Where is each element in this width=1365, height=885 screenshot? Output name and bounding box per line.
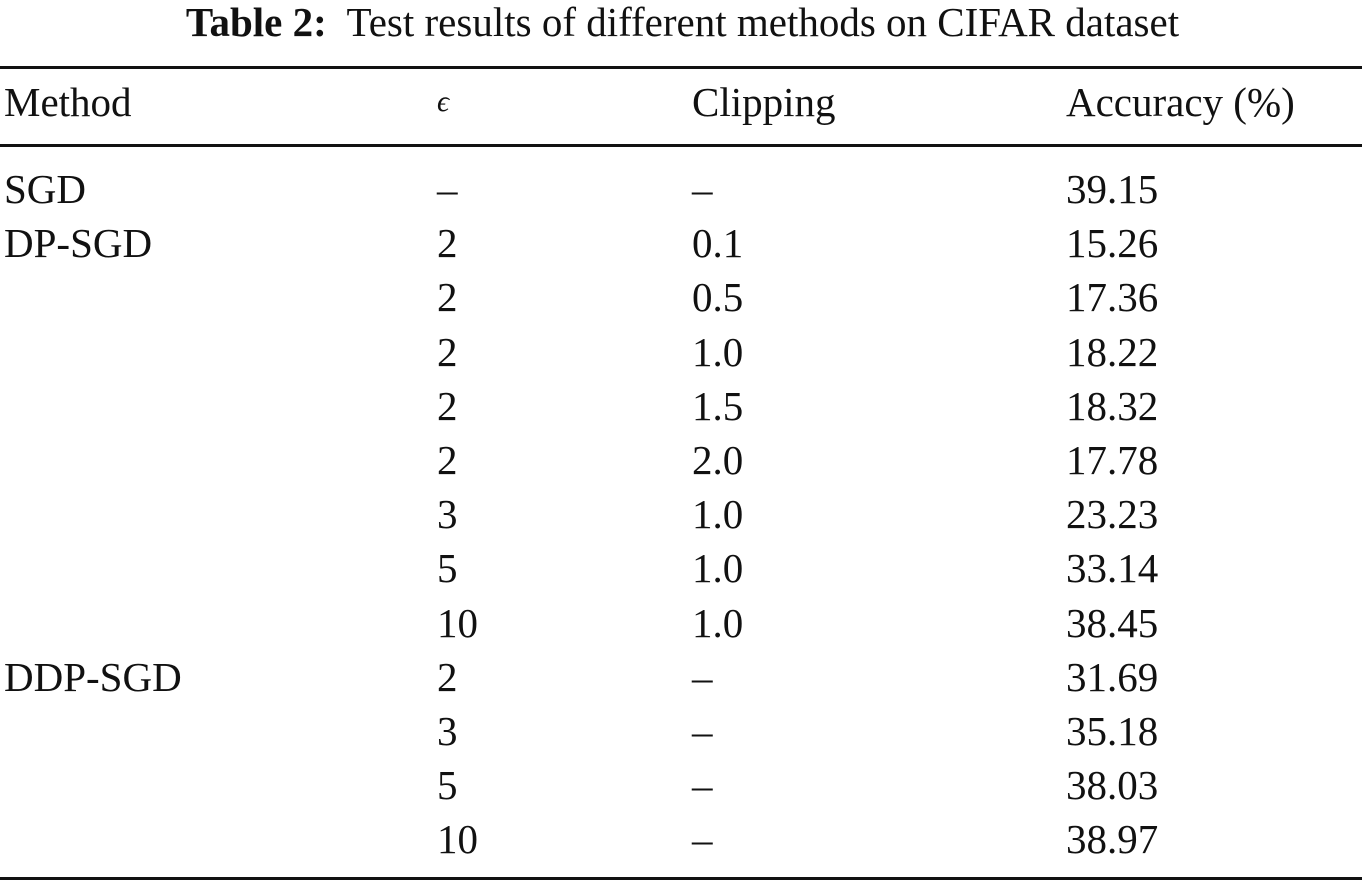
table-body: SGD – – 39.15 DP-SGD 2 0.1 15.26 2 0.5 17.36 2 1.0 18…	[0, 164, 1365, 868]
cell-epsilon: 3	[437, 707, 458, 754]
cell-accuracy: 18.22	[1066, 328, 1159, 375]
cell-accuracy: 38.03	[1066, 762, 1159, 809]
cell-clipping: 1.0	[692, 545, 744, 592]
cell-epsilon: 10	[437, 599, 478, 646]
cell-epsilon: 2	[437, 274, 458, 321]
table-row: 5 – 38.03	[0, 760, 1365, 814]
cell-epsilon: 3	[437, 491, 458, 538]
cell-clipping: –	[692, 166, 713, 212]
table-row: 10 – 38.97	[0, 814, 1365, 868]
table-row: DP-SGD 2 0.1 15.26	[0, 218, 1365, 272]
cell-method: SGD	[4, 166, 87, 212]
cell-accuracy: 35.18	[1066, 707, 1159, 754]
cell-accuracy: 17.36	[1066, 274, 1159, 321]
cell-accuracy: 33.14	[1066, 545, 1159, 592]
caption-label: Table 2:	[185, 0, 327, 45]
cell-clipping: –	[692, 653, 713, 700]
cell-clipping: –	[692, 707, 713, 754]
cell-accuracy: 17.78	[1066, 436, 1159, 483]
cell-accuracy: 38.97	[1066, 816, 1159, 863]
cell-clipping: –	[692, 816, 713, 863]
header-method: Method	[4, 79, 132, 125]
header-rule	[0, 144, 1362, 147]
cell-epsilon: 2	[437, 653, 458, 700]
cell-epsilon: –	[437, 166, 458, 212]
header-clipping: Clipping	[692, 79, 836, 125]
cell-epsilon: 2	[437, 220, 458, 267]
table-row: 3 1.0 23.23	[0, 489, 1365, 543]
cell-method: DDP-SGD	[4, 653, 182, 700]
cell-accuracy: 38.45	[1066, 599, 1159, 646]
table-row: 2 1.5 18.32	[0, 381, 1365, 435]
cell-method: DP-SGD	[4, 220, 153, 267]
table-row: DDP-SGD 2 – 31.69	[0, 652, 1365, 706]
table-row: 2 0.5 17.36	[0, 272, 1365, 326]
cell-clipping: 1.0	[692, 599, 744, 646]
cell-accuracy: 39.15	[1066, 166, 1159, 212]
cell-clipping: 1.0	[692, 491, 744, 538]
table-row: 10 1.0 38.45	[0, 598, 1365, 652]
cell-clipping: 0.1	[692, 220, 744, 267]
cell-clipping: 0.5	[692, 274, 744, 321]
cell-clipping: 1.5	[692, 382, 744, 429]
table-row: 5 1.0 33.14	[0, 543, 1365, 597]
table-row: 2 2.0 17.78	[0, 435, 1365, 489]
cell-epsilon: 10	[437, 816, 478, 863]
caption-text: Test results of different methods on CIF…	[346, 0, 1180, 45]
header-accuracy: Accuracy (%)	[1066, 79, 1295, 125]
table-row: 2 1.0 18.22	[0, 327, 1365, 381]
cell-epsilon: 5	[437, 762, 458, 809]
cell-epsilon: 5	[437, 545, 458, 592]
cell-accuracy: 18.32	[1066, 382, 1159, 429]
bottom-rule	[0, 877, 1362, 880]
cell-clipping: 1.0	[692, 328, 744, 375]
table-row: SGD – – 39.15	[0, 164, 1365, 218]
table-row: 3 – 35.18	[0, 706, 1365, 760]
header-epsilon: ϵ	[437, 85, 450, 118]
table-header-row: Method ϵ Clipping Accuracy (%)	[0, 78, 1365, 128]
table-caption: Table 2: Test results of different metho…	[0, 0, 1365, 50]
cell-accuracy: 15.26	[1066, 220, 1159, 267]
cell-epsilon: 2	[437, 382, 458, 429]
cell-accuracy: 23.23	[1066, 491, 1159, 538]
cell-accuracy: 31.69	[1066, 653, 1159, 700]
cell-clipping: –	[692, 762, 713, 809]
top-rule	[0, 66, 1362, 69]
cell-epsilon: 2	[437, 328, 458, 375]
cell-epsilon: 2	[437, 436, 458, 483]
cell-clipping: 2.0	[692, 436, 744, 483]
